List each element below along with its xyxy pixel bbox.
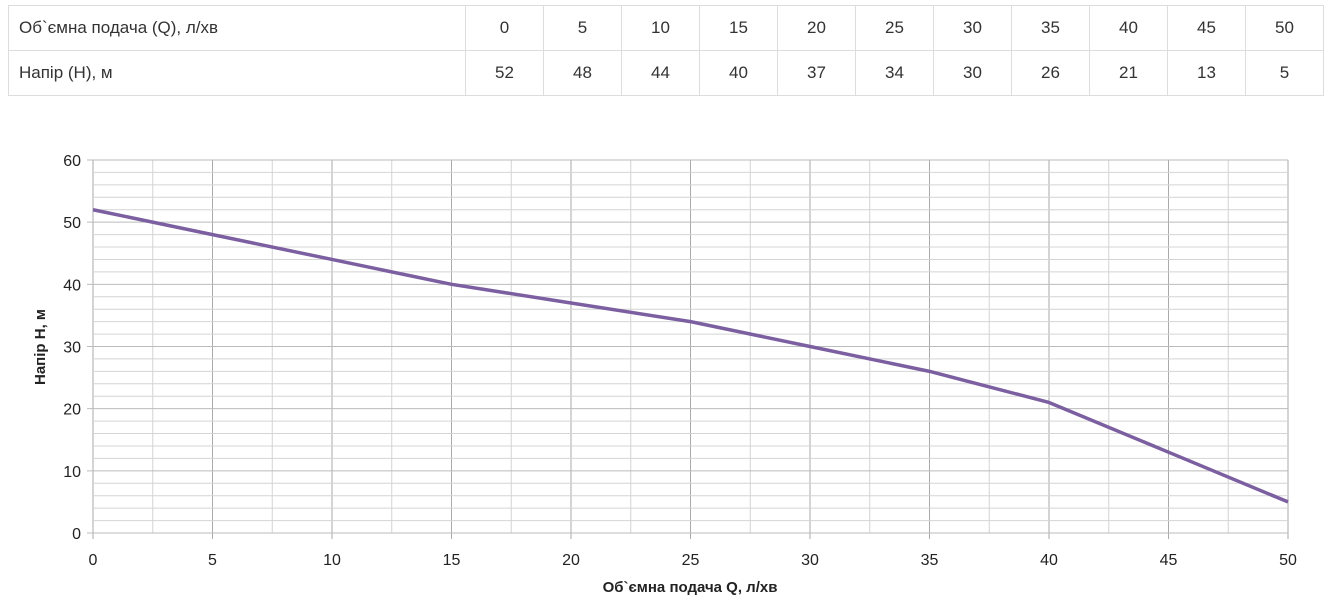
table-cell: 25 [855,5,934,51]
table-cell: 34 [855,50,934,96]
table-cell: 21 [1089,50,1168,96]
table-cell: 44 [621,50,700,96]
x-tick-label: 25 [682,552,700,569]
y-tick-label: 30 [63,340,81,357]
x-tick-label: 45 [1160,552,1178,569]
table-row: Напір (H), м 52 48 44 40 37 34 30 26 21 13 5 [8,50,1324,96]
table-cell: 40 [1089,5,1168,51]
table-cell: 48 [543,50,622,96]
table-cell: 5 [543,5,622,51]
table-cell: 30 [933,50,1012,96]
data-table: Об`ємна подача (Q), л/хв 0 5 10 15 20 25 30 35 40… [8,5,1324,96]
table-cell: 13 [1167,50,1246,96]
table-cell: 40 [699,50,778,96]
x-tick-label: 20 [562,552,580,569]
y-tick-label: 60 [63,153,81,170]
table-cell: 35 [1011,5,1090,51]
y-tick-label: 50 [63,215,81,232]
table-cell: 0 [465,5,544,51]
x-tick-label: 5 [208,552,217,569]
chart: Об`ємна подача Q, л/хв Напір H, м 0 10 20 3… [32,153,1297,596]
series-line [92,208,1289,504]
x-tick-label: 40 [1040,552,1058,569]
row-label: Напір (H), м [8,50,466,96]
x-tick-label: 0 [89,552,98,569]
table-cell: 52 [465,50,544,96]
y-tick-label: 0 [72,526,81,543]
table-cell: 50 [1245,5,1324,51]
table-cell: 15 [699,5,778,51]
y-tick-label: 40 [63,277,81,294]
x-tick-label: 15 [443,552,461,569]
table-cell: 10 [621,5,700,51]
table-cell: 5 [1245,50,1324,96]
x-tick-label: 10 [323,552,341,569]
y-tick-label: 20 [63,402,81,419]
table-cell: 45 [1167,5,1246,51]
x-axis-label: Об`ємна подача Q, л/хв [603,579,778,596]
table-cell: 37 [777,50,856,96]
y-axis-label: Напір H, м [32,309,49,385]
x-tick-label: 35 [921,552,939,569]
row-label: Об`ємна подача (Q), л/хв [8,5,466,51]
x-tick-label: 30 [801,552,819,569]
table-cell: 20 [777,5,856,51]
y-tick-label: 10 [63,464,81,481]
x-tick-label: 50 [1279,552,1297,569]
table-cell: 30 [933,5,1012,51]
table-cell: 26 [1011,50,1090,96]
table-row: Об`ємна подача (Q), л/хв 0 5 10 15 20 25 30 35 40… [8,5,1324,51]
